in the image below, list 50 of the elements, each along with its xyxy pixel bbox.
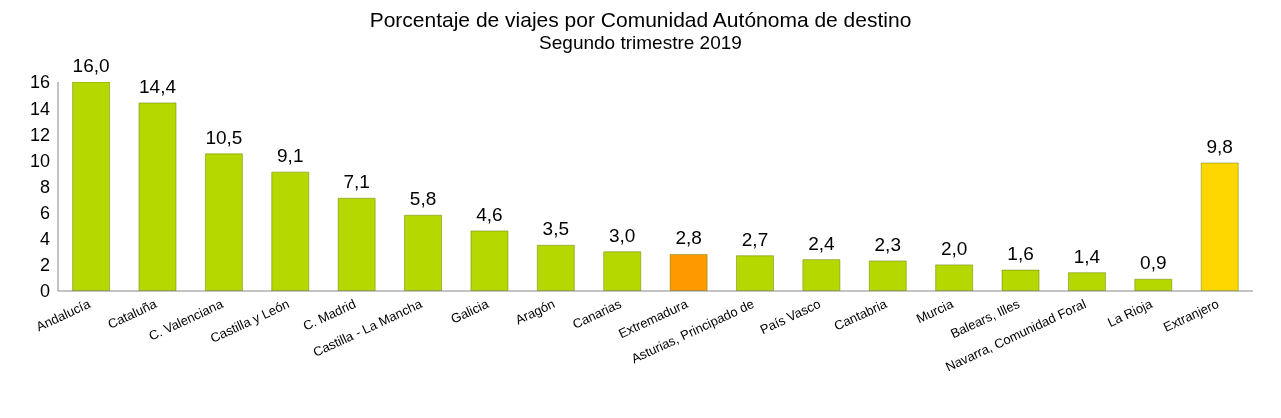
bar	[1001, 269, 1040, 291]
bar	[537, 245, 575, 291]
data-label: 2,0	[940, 237, 968, 259]
bar	[470, 230, 509, 291]
y-tick-label: 6	[39, 203, 50, 224]
data-label: 3,5	[542, 218, 570, 240]
data-label: 1,6	[1007, 243, 1034, 265]
y-tick-label: 0	[39, 281, 50, 302]
bar	[1134, 278, 1173, 291]
bar	[603, 251, 641, 291]
y-tick-label: 8	[39, 176, 50, 197]
chart-subtitle: Segundo trimestre 2019	[538, 32, 743, 54]
data-label: 10,5	[205, 126, 243, 148]
bar	[72, 82, 110, 291]
x-tick-label: País Vasco	[757, 296, 823, 338]
data-label: 9,1	[277, 145, 304, 167]
bar	[337, 198, 376, 291]
data-label: 14,4	[139, 75, 177, 97]
data-label: 0,9	[1140, 252, 1167, 274]
bar	[669, 254, 708, 291]
data-label: 4,6	[476, 203, 503, 225]
data-label: 2,8	[675, 227, 702, 249]
data-label: 2,4	[808, 232, 836, 254]
y-tick-label: 16	[29, 72, 50, 93]
y-tick-label: 12	[29, 124, 50, 145]
bar	[138, 102, 177, 291]
y-tick-label: 14	[29, 98, 50, 119]
bar	[271, 171, 310, 291]
bar	[205, 153, 243, 291]
x-tick-label: Galicia	[448, 295, 492, 327]
bar	[404, 214, 442, 291]
y-tick-label: 2	[39, 255, 50, 276]
x-tick-label: La Rioja	[1105, 295, 1156, 330]
bar	[736, 255, 774, 291]
data-label: 2,3	[874, 233, 901, 255]
data-label: 9,8	[1206, 135, 1233, 157]
data-label: 2,7	[741, 228, 769, 250]
data-label: 7,1	[343, 171, 370, 193]
bar	[1068, 272, 1106, 291]
bar	[1200, 162, 1239, 291]
y-tick-label: 4	[39, 229, 50, 250]
y-tick-label: 10	[29, 150, 50, 171]
chart-title: Porcentaje de viajes por Comunidad Autónoma de destino	[368, 8, 913, 32]
data-label: 1,4	[1073, 245, 1101, 267]
bar	[935, 264, 973, 291]
data-label: 3,0	[609, 224, 636, 246]
data-label: 5,8	[409, 188, 437, 210]
bar	[802, 259, 841, 291]
data-label: 16,0	[72, 55, 110, 76]
bar	[869, 260, 907, 291]
